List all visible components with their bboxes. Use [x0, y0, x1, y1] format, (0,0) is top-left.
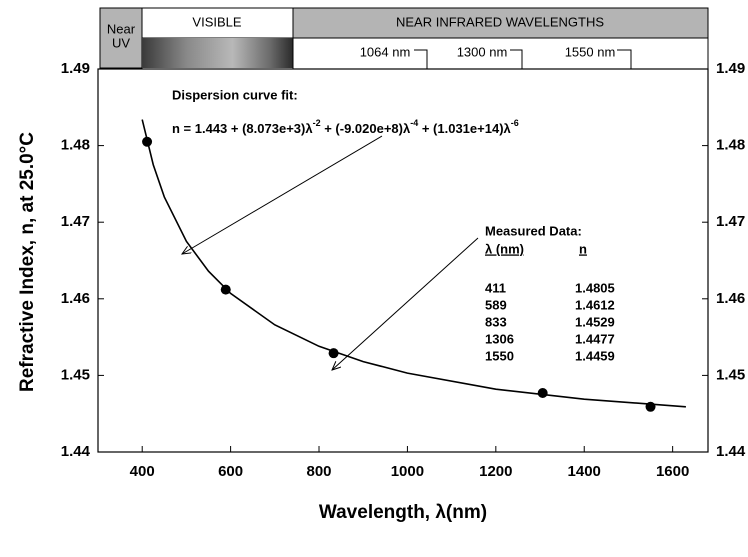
visible-box	[141, 7, 294, 39]
y2-tick-label: 1.45	[716, 366, 745, 383]
y-axis-title: Refractive Index, n, at 25.0°C	[17, 132, 38, 392]
x-tick-label: 1000	[391, 463, 424, 480]
table-header: λ (nm)	[485, 241, 524, 256]
y2-tick-label: 1.44	[716, 443, 746, 460]
x-tick-label: 600	[218, 463, 243, 480]
near-uv-box	[99, 7, 143, 69]
fit-title: Dispersion curve fit:	[172, 87, 298, 102]
y-tick-label: 1.44	[61, 443, 91, 460]
table-wavelength: 1550	[485, 348, 514, 363]
marker-label: 1550 nm	[565, 44, 616, 59]
marker-bracket	[510, 49, 523, 69]
near-uv-label: Near	[107, 21, 136, 36]
marker-label: 1300 nm	[457, 44, 508, 59]
y2-tick-label: 1.49	[716, 60, 745, 77]
nir-marker-box	[292, 37, 709, 70]
x-tick-label: 800	[306, 463, 331, 480]
y2-tick-label: 1.47	[716, 213, 745, 230]
marker-label: 1064 nm	[360, 44, 411, 59]
x-tick-label: 1400	[568, 463, 601, 480]
near-uv-label: UV	[112, 35, 130, 50]
fit-curve	[141, 119, 686, 408]
exponent: -4	[410, 118, 418, 128]
table-wavelength: 411	[485, 280, 506, 295]
arrow	[332, 237, 479, 370]
y-tick-label: 1.47	[61, 213, 90, 230]
equation: n = 1.443 + (8.073e+3)λ-2 + (-9.020e+8)λ…	[172, 118, 519, 136]
y2-tick-label: 1.46	[716, 290, 745, 307]
y-tick-label: 1.48	[61, 137, 90, 154]
table-index: 1.4529	[575, 314, 615, 329]
marker-bracket	[617, 49, 632, 69]
visible-label: VISIBLE	[192, 14, 241, 29]
y-tick-label: 1.45	[61, 366, 90, 383]
nir-label: NEAR INFRARED WAVELENGTHS	[396, 14, 604, 29]
table-index: 1.4805	[575, 280, 615, 295]
equation-part: n = 1.443 + (8.073e+3)λ	[172, 121, 313, 136]
table-header: n	[579, 241, 587, 256]
plot-frame	[97, 68, 709, 453]
table-index: 1.4477	[575, 331, 615, 346]
y2-tick-label: 1.48	[716, 137, 745, 154]
exponent: -2	[313, 118, 321, 128]
equation-part: + (-9.020e+8)λ	[321, 121, 411, 136]
x-axis-title: Wavelength, λ(nm)	[319, 502, 487, 523]
table-wavelength: 1306	[485, 331, 514, 346]
marker-bracket	[414, 49, 428, 69]
table-wavelength: 589	[485, 297, 507, 312]
equation-part: + (1.031e+14)λ	[418, 121, 511, 136]
table-index: 1.4459	[575, 348, 615, 363]
nir-box	[292, 7, 709, 39]
x-tick-label: 1600	[656, 463, 689, 480]
exponent: -6	[511, 118, 519, 128]
table-index: 1.4612	[575, 297, 615, 312]
visible-spectrum	[142, 38, 293, 68]
data-point	[537, 388, 548, 399]
table-title: Measured Data:	[485, 223, 582, 238]
x-tick-label: 1200	[479, 463, 512, 480]
y-tick-label: 1.46	[61, 290, 90, 307]
y-tick-label: 1.49	[61, 60, 90, 77]
x-tick-label: 400	[130, 463, 155, 480]
table-wavelength: 833	[485, 314, 507, 329]
arrow	[182, 135, 383, 254]
